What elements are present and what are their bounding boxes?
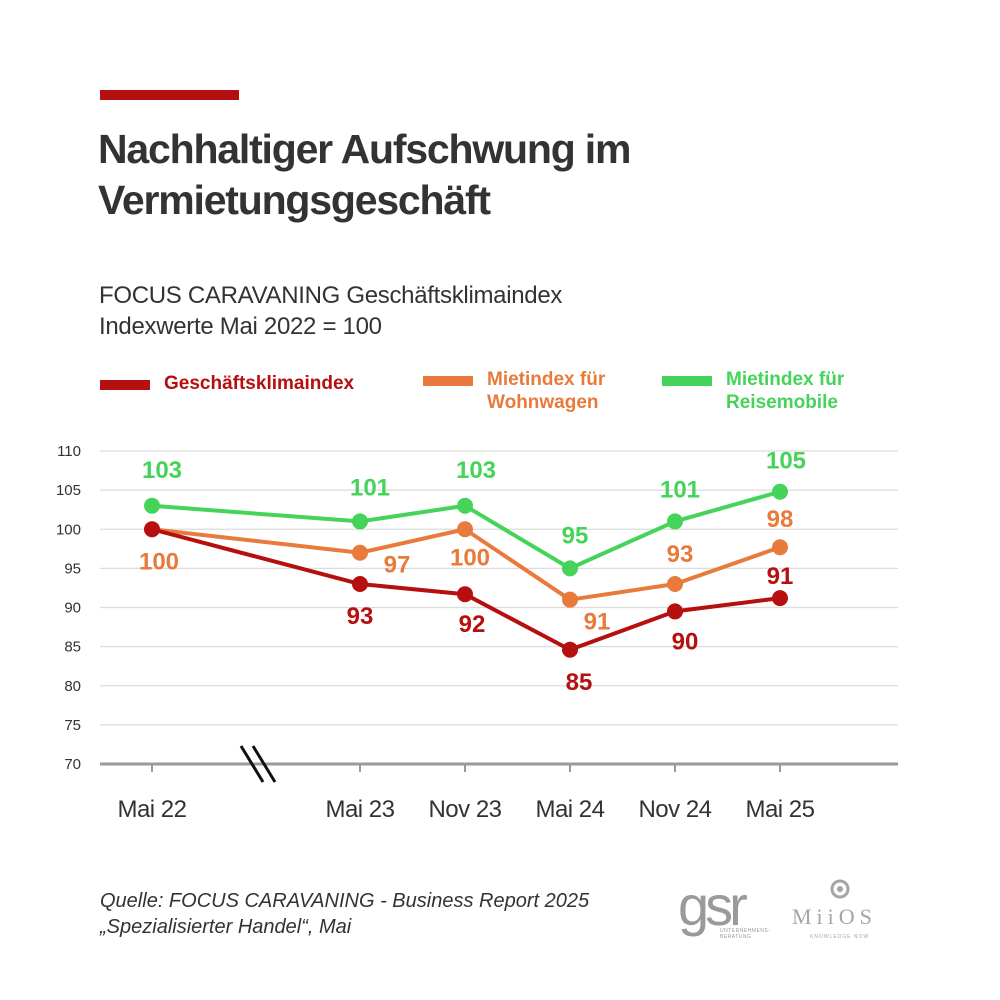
chart-title-line-1: Nachhaltiger Aufschwung im [98,126,631,172]
miios-logo: MiiOS KNOWLEDGE NOW [792,876,902,942]
legend-label-line-1: Mietindex für [487,369,606,390]
legend-label: Mietindex für Wohnwagen [487,368,605,414]
axis-break-mark [251,745,277,783]
y-tick-label: 80 [64,678,81,695]
source-line-2: „Spezialisierter Handel“, Mai [100,916,352,938]
miios-logo-subtext: KNOWLEDGE NOW [810,934,870,940]
legend-label: Geschäftsklimaindex [164,372,354,395]
y-tick-label: 75 [64,717,81,734]
data-label: 103 [456,457,496,484]
gsr-logo: gsr UNTERNEHMENS- BERATUNG [678,878,778,948]
legend-label-line-1: Geschäftsklimaindex [164,373,355,394]
legend-swatch [662,376,712,386]
gsr-logo-text: gsr [678,874,748,937]
data-point [667,603,683,620]
legend-label-line-2: Wohnwagen [487,392,599,413]
data-label: 91 [584,609,611,636]
y-tick-label: 90 [64,600,81,617]
miios-logo-text: MiiOS [792,904,877,929]
chart-subtitle-line-1: FOCUS CARAVANING Geschäftsklimaindex [99,282,563,309]
data-point [457,497,473,514]
chart-title-line-2: Vermietungsgeschäft [98,177,491,223]
data-point [352,544,368,561]
series-line [150,489,782,571]
data-label: 100 [139,548,179,575]
data-point [772,539,788,556]
legend-item-mietindex-reisemobile: Mietindex für Reisemobile [662,368,844,414]
data-label: 95 [562,522,589,549]
axis-break-mark [239,745,265,783]
source-line-1: Quelle: FOCUS CARAVANING - Business Repo… [100,890,590,912]
x-tick-label: Mai 22 [117,796,186,823]
gsr-logo-subtext: UNTERNEHMENS- BERATUNG [720,928,771,940]
x-tick-label: Mai 23 [325,796,394,823]
data-point [562,560,578,577]
y-tick-label: 70 [64,756,81,773]
legend-label-line-2: Reisemobile [726,392,838,413]
y-tick-label: 100 [56,521,81,538]
data-label: 98 [767,506,794,533]
title-accent-bar [100,90,239,100]
data-point [562,641,578,658]
legend-label-line-1: Mietindex für [726,369,845,390]
data-point [667,513,683,530]
data-point [144,497,160,514]
legend-swatch [423,376,473,386]
data-label: 100 [450,544,490,571]
legend-label: Mietindex für Reisemobile [726,368,844,414]
data-label: 92 [459,611,486,638]
data-label: 103 [142,457,182,484]
y-tick-label: 95 [64,560,81,577]
data-point [457,586,473,603]
data-point [352,576,368,593]
y-tick-label: 110 [57,443,81,460]
data-point [562,591,578,608]
data-label: 105 [766,448,806,475]
data-label: 101 [350,474,390,501]
source-note: Quelle: FOCUS CARAVANING - Business Repo… [100,888,589,940]
chart-subtitle: FOCUS CARAVANING Geschäftsklimaindex Ind… [99,280,562,342]
data-point [772,590,788,607]
data-label: 91 [767,563,794,590]
y-tick-label: 105 [56,482,81,499]
series-line [150,527,782,652]
chart-subtitle-line-2: Indexwerte Mai 2022 = 100 [99,313,382,340]
data-label: 101 [660,476,700,503]
data-point [772,483,788,500]
series-line [150,527,782,602]
data-point [457,521,473,538]
chart-title: Nachhaltiger Aufschwung im Vermietungsge… [98,124,898,226]
x-tick-label: Mai 24 [535,796,604,823]
data-point [667,576,683,593]
x-tick-label: Nov 24 [638,796,711,823]
legend-item-mietindex-wohnwagen: Mietindex für Wohnwagen [423,368,605,414]
x-tick-label: Mai 25 [745,796,814,823]
x-tick-label: Nov 23 [428,796,501,823]
data-label: 85 [566,669,593,696]
data-point [352,513,368,530]
data-label: 90 [672,628,699,655]
data-point [144,521,160,538]
legend-swatch [100,380,150,390]
data-label: 93 [347,603,374,630]
miios-logo-icon [830,879,850,899]
y-tick-label: 85 [64,639,81,656]
legend-item-geschaeftsklimaindex: Geschäftsklimaindex [100,372,354,395]
data-label: 93 [667,541,694,568]
data-label: 97 [384,552,411,579]
